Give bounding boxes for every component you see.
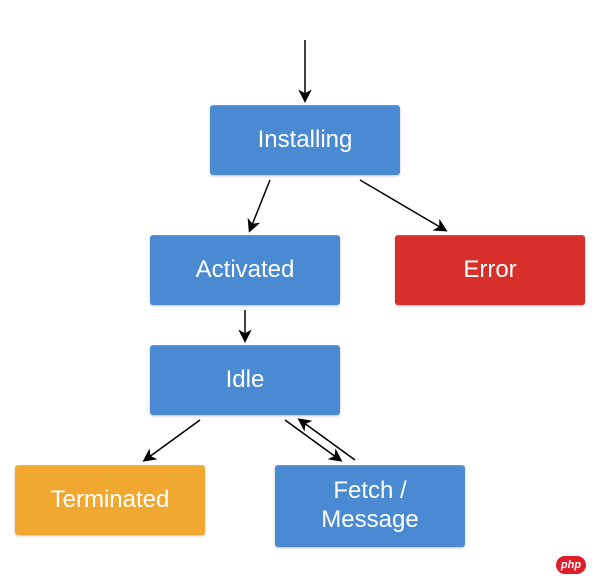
edge — [250, 180, 270, 230]
node-fetch: Fetch / Message — [275, 465, 465, 547]
node-installing: Installing — [210, 105, 400, 175]
edge — [285, 420, 340, 460]
node-terminated: Terminated — [15, 465, 205, 535]
edge — [300, 420, 355, 460]
node-error: Error — [395, 235, 585, 305]
php-badge-label: php — [561, 559, 581, 571]
php-badge: php — [556, 556, 586, 574]
edge — [360, 180, 445, 230]
node-activated: Activated — [150, 235, 340, 305]
edge — [145, 420, 200, 460]
node-idle: Idle — [150, 345, 340, 415]
